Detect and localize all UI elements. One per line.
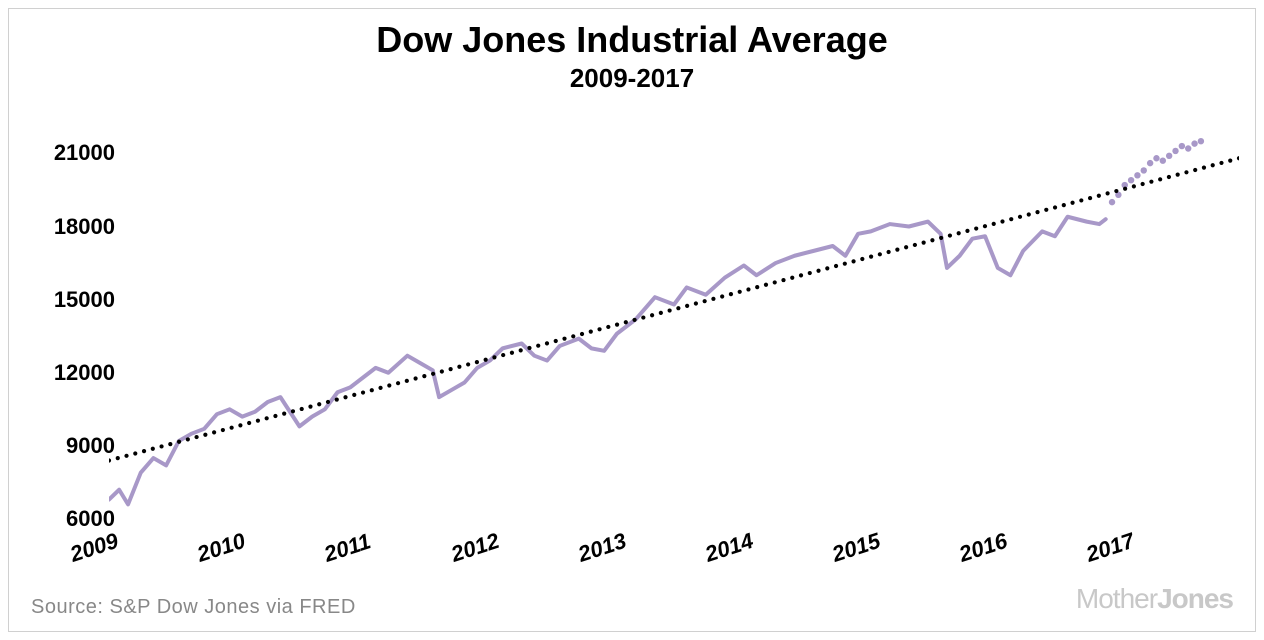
y-tick-label: 6000 xyxy=(15,506,115,532)
chart-frame: Dow Jones Industrial Average 2009-2017 6… xyxy=(8,8,1256,632)
plot-area xyxy=(109,129,1239,519)
forecast-point xyxy=(1185,145,1191,151)
forecast-point xyxy=(1198,138,1204,144)
y-tick-label: 12000 xyxy=(15,360,115,386)
x-tick-label: 2014 xyxy=(702,528,757,568)
forecast-point xyxy=(1179,143,1185,149)
x-tick-label: 2012 xyxy=(448,528,503,568)
brand-suffix: Jones xyxy=(1157,583,1233,614)
y-tick-label: 18000 xyxy=(15,214,115,240)
forecast-point xyxy=(1191,140,1197,146)
y-tick-label: 9000 xyxy=(15,433,115,459)
x-tick-label: 2013 xyxy=(575,528,630,568)
forecast-point xyxy=(1141,167,1147,173)
x-tick-label: 2017 xyxy=(1083,528,1138,568)
plot-svg xyxy=(109,129,1239,519)
brand-prefix: Mother xyxy=(1076,583,1157,614)
x-tick-label: 2015 xyxy=(829,528,884,568)
forecast-point xyxy=(1109,199,1115,205)
forecast-point xyxy=(1160,157,1166,163)
forecast-point xyxy=(1128,177,1134,183)
chart-title: Dow Jones Industrial Average xyxy=(9,19,1255,61)
brand-logo: MotherJones xyxy=(1076,583,1233,615)
x-tick-label: 2016 xyxy=(956,528,1011,568)
forecast-point xyxy=(1153,155,1159,161)
forecast-point xyxy=(1134,172,1140,178)
forecast-point xyxy=(1166,153,1172,159)
source-text: Source: S&P Dow Jones via FRED xyxy=(31,596,356,619)
x-tick-label: 2009 xyxy=(67,528,122,568)
chart-subtitle: 2009-2017 xyxy=(9,63,1255,94)
y-tick-label: 21000 xyxy=(15,140,115,166)
series-line xyxy=(109,217,1106,505)
trendline xyxy=(109,156,1239,462)
forecast-point xyxy=(1147,160,1153,166)
y-tick-label: 15000 xyxy=(15,287,115,313)
x-tick-label: 2011 xyxy=(321,528,374,567)
forecast-point xyxy=(1172,148,1178,154)
x-tick-label: 2010 xyxy=(194,528,249,568)
